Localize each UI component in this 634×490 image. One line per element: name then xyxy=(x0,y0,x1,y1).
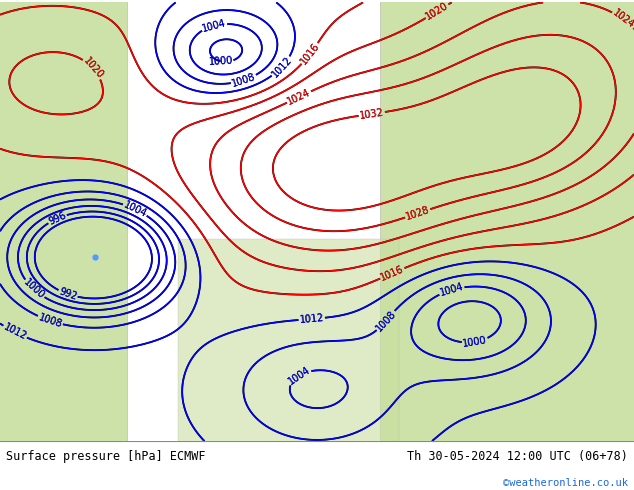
Bar xyxy=(0,0,127,450)
Text: 1008: 1008 xyxy=(37,312,63,329)
Text: 1004: 1004 xyxy=(286,365,312,387)
Text: 1028: 1028 xyxy=(404,205,431,222)
Text: 1012: 1012 xyxy=(299,313,325,325)
Text: 1020: 1020 xyxy=(81,56,105,81)
Text: 1028: 1028 xyxy=(404,205,431,222)
Text: 996: 996 xyxy=(47,210,68,227)
Text: 1004: 1004 xyxy=(286,365,312,387)
Text: 1004: 1004 xyxy=(122,199,148,219)
Bar xyxy=(178,239,399,450)
Text: 1008: 1008 xyxy=(231,72,257,89)
Text: 1012: 1012 xyxy=(269,54,294,79)
Text: 1012: 1012 xyxy=(299,313,325,325)
Text: ©weatheronline.co.uk: ©weatheronline.co.uk xyxy=(503,478,628,488)
Text: 1008: 1008 xyxy=(374,308,398,333)
Text: 1016: 1016 xyxy=(379,264,406,283)
Text: 1024: 1024 xyxy=(286,87,313,107)
Text: 1008: 1008 xyxy=(374,308,398,333)
Text: 1016: 1016 xyxy=(299,41,321,67)
Text: 1012: 1012 xyxy=(269,54,294,79)
Text: 1004: 1004 xyxy=(122,199,148,219)
Text: 1000: 1000 xyxy=(22,277,46,301)
Text: 992: 992 xyxy=(58,286,78,302)
Text: 1000: 1000 xyxy=(462,335,488,349)
Text: 1000: 1000 xyxy=(208,55,233,67)
Text: 1024: 1024 xyxy=(286,87,313,107)
Text: 1016: 1016 xyxy=(379,264,406,283)
Text: 1004: 1004 xyxy=(439,282,465,298)
Text: 1008: 1008 xyxy=(231,72,257,89)
Text: 1008: 1008 xyxy=(37,312,63,329)
Text: 1024: 1024 xyxy=(611,8,634,31)
Text: 996: 996 xyxy=(47,210,68,227)
Text: 1020: 1020 xyxy=(81,56,105,81)
Text: 1012: 1012 xyxy=(2,322,28,342)
Text: 1020: 1020 xyxy=(424,0,450,22)
Text: 1000: 1000 xyxy=(462,335,488,349)
Text: 992: 992 xyxy=(58,286,78,302)
Text: 1004: 1004 xyxy=(439,282,465,298)
Text: 1004: 1004 xyxy=(201,18,227,33)
Text: 1032: 1032 xyxy=(359,107,385,121)
Text: 1020: 1020 xyxy=(424,0,450,22)
Text: 1000: 1000 xyxy=(208,55,233,67)
Text: Surface pressure [hPa] ECMWF: Surface pressure [hPa] ECMWF xyxy=(6,450,206,463)
Text: 1032: 1032 xyxy=(359,107,385,121)
Text: 1004: 1004 xyxy=(201,18,227,33)
Text: 1016: 1016 xyxy=(299,41,321,67)
Text: Th 30-05-2024 12:00 UTC (06+78): Th 30-05-2024 12:00 UTC (06+78) xyxy=(407,450,628,463)
Bar xyxy=(380,0,634,450)
Text: 1000: 1000 xyxy=(22,277,46,301)
Text: 1024: 1024 xyxy=(611,8,634,31)
Text: 1012: 1012 xyxy=(2,322,28,342)
